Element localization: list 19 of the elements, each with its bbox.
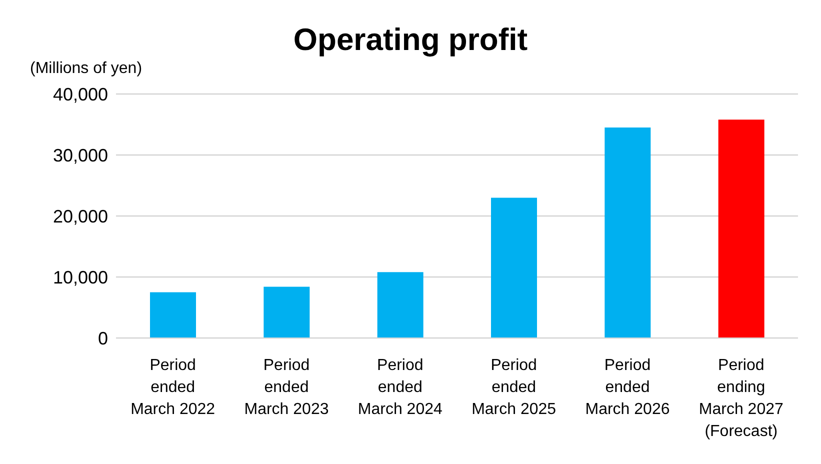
x-tick-label: Period ended March 2025 bbox=[472, 357, 556, 418]
bar bbox=[718, 120, 764, 338]
y-tick-label: 0 bbox=[98, 328, 108, 348]
y-tick-label: 20,000 bbox=[52, 206, 108, 226]
bar bbox=[604, 128, 651, 338]
x-tick-label: Period ended March 2023 bbox=[244, 357, 329, 418]
y-tick-label: 30,000 bbox=[52, 145, 108, 166]
chart-title: Operating profit bbox=[292, 22, 529, 58]
bar bbox=[377, 272, 424, 338]
y-tick-label: 10,000 bbox=[52, 267, 108, 288]
y-tick-label: 40,000 bbox=[52, 84, 108, 104]
y-axis-title: (Millions of yen) bbox=[30, 60, 142, 78]
bar bbox=[491, 198, 537, 338]
x-tick-label: Period ending March 2027 (Forecast) bbox=[698, 357, 784, 440]
bar bbox=[150, 292, 196, 338]
x-tick-label: Period ended March 2024 bbox=[358, 357, 443, 418]
bar bbox=[264, 286, 310, 338]
x-tick-label: Period ended March 2026 bbox=[585, 357, 670, 418]
x-tick-label: Period ended March 2022 bbox=[130, 357, 216, 418]
